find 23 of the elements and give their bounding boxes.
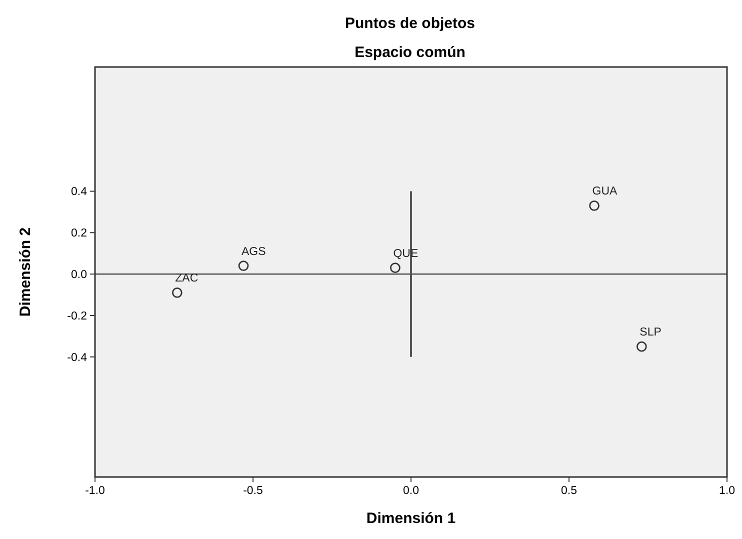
chart-subtitle: Espacio común	[354, 44, 466, 61]
annotation: SLP	[640, 326, 662, 339]
x-tick-label: -1.0	[85, 485, 105, 497]
y-tick-label: -0.4	[67, 352, 88, 364]
point	[390, 262, 400, 274]
annotation: GUA	[592, 186, 618, 198]
point	[589, 200, 600, 211]
y-tick-label: 0.0	[71, 269, 87, 282]
annotation: AGS	[242, 246, 266, 258]
point	[172, 288, 182, 298]
annotation: ZAC	[175, 272, 198, 285]
x-axis-title: Dimensión 1	[366, 510, 456, 527]
point	[238, 260, 249, 271]
x-tick-label: 0.5	[561, 485, 577, 497]
x-tick-label: 0.0	[403, 485, 419, 497]
x-tick-label: -0.5	[243, 485, 263, 497]
y-tick-label: -0.2	[67, 310, 87, 322]
y-axis-title: Dimensión 2	[17, 227, 34, 317]
y-tick-label: 0.4	[71, 186, 88, 198]
x-tick-label: 1.0	[719, 485, 735, 497]
chart-title: Puntos de objetos	[344, 15, 476, 32]
y-tick-label: 0.2	[71, 228, 87, 240]
point	[636, 341, 647, 352]
